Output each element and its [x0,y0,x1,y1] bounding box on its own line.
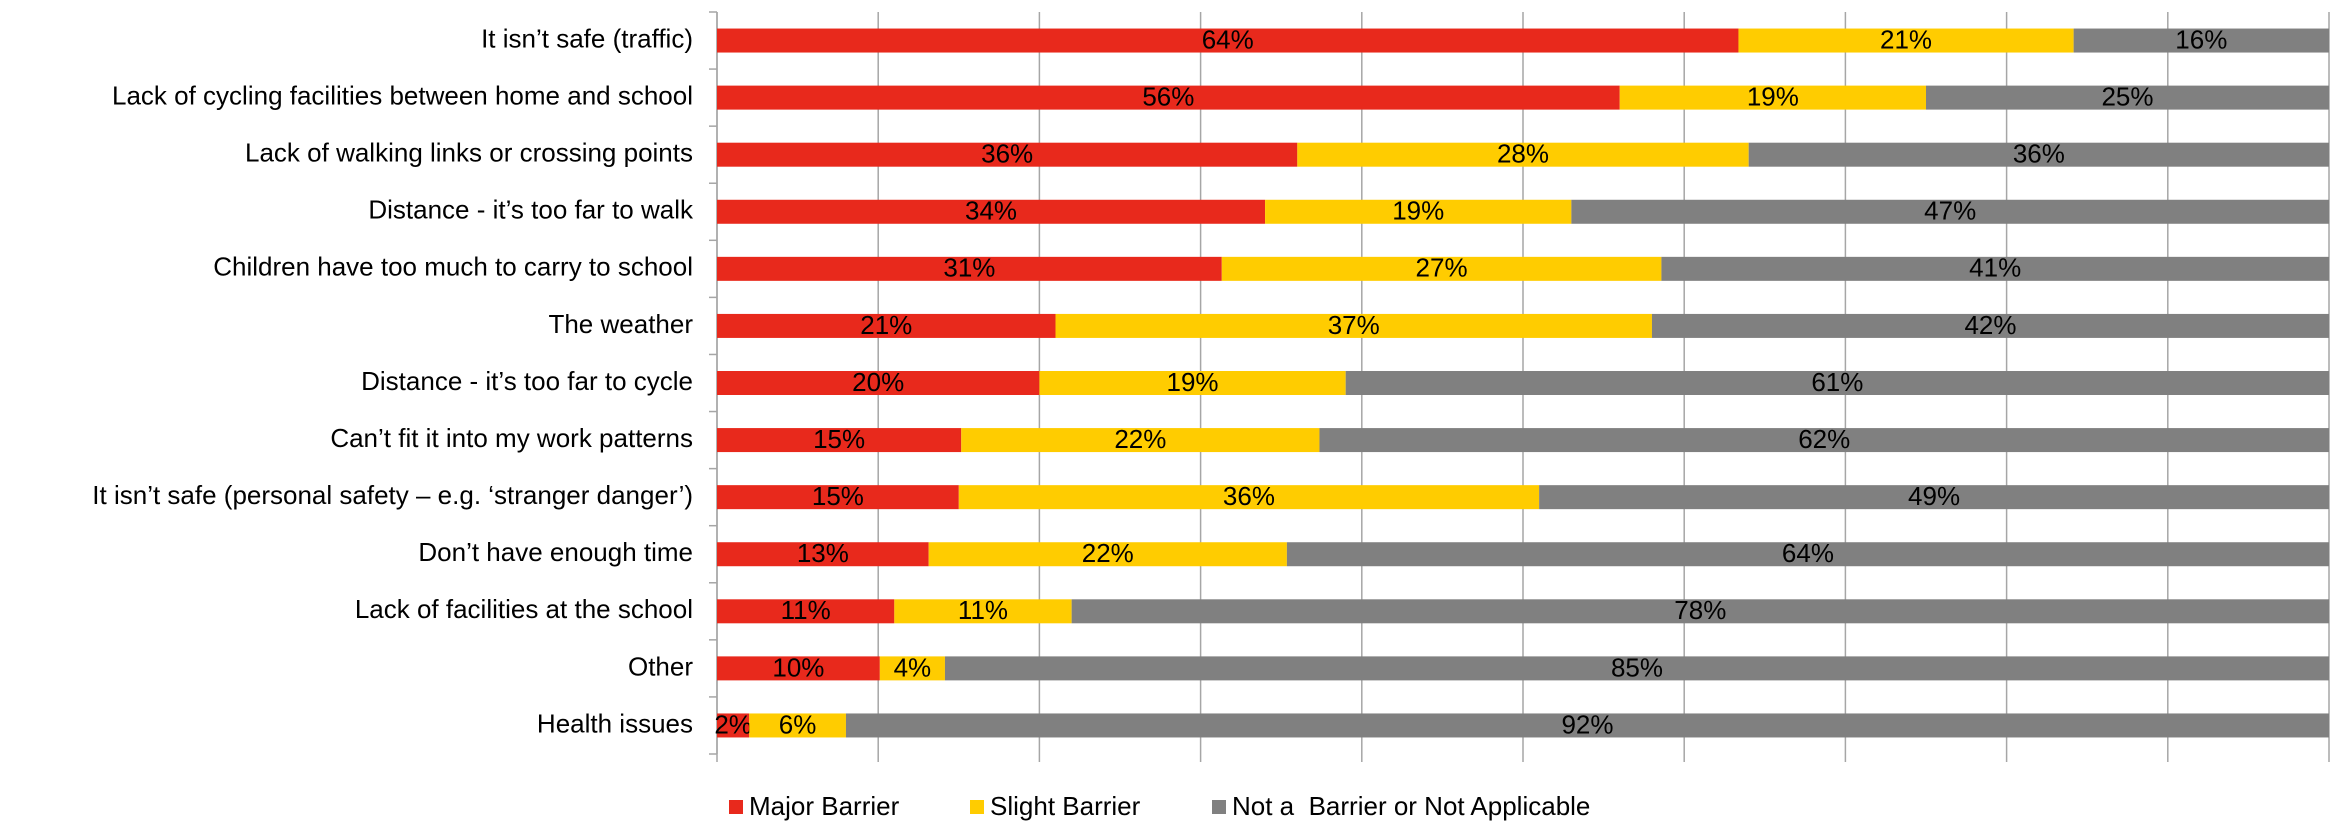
data-label: 19% [1392,196,1444,226]
data-label: 64% [1782,538,1834,568]
bar-segment [2073,28,2329,53]
legend-label: Major Barrier [749,791,900,821]
category-label: The weather [548,309,693,339]
data-label: 25% [2101,81,2153,111]
legend-label: Not a Barrier or Not Applicable [1232,791,1590,821]
data-label: 61% [1811,367,1863,397]
data-label: 85% [1611,652,1663,682]
data-label: 34% [965,196,1017,226]
bar-segment [717,599,895,624]
data-label: 19% [1747,81,1799,111]
data-label: 42% [1964,310,2016,340]
data-label: 4% [894,652,932,682]
bar-segment [717,256,1222,281]
data-label: 41% [1969,253,2021,283]
bar-segment [717,428,962,453]
data-label: 2% [714,709,752,739]
category-label: Lack of cycling facilities between home … [112,80,693,110]
data-label: 22% [1114,424,1166,454]
data-label: 16% [2175,24,2227,54]
bar-segment [1748,142,2329,167]
data-label: 20% [852,367,904,397]
data-label: 64% [1202,24,1254,54]
bar-segment [749,713,846,738]
data-label: 27% [1416,253,1468,283]
category-label: Other [628,651,693,681]
data-label: 49% [1908,481,1960,511]
bar-segment [1738,28,2074,53]
data-label: 11% [781,595,831,625]
data-label: 6% [779,709,817,739]
bar-segment [1071,599,2329,624]
category-label: It isn’t safe (traffic) [481,23,693,53]
data-label: 37% [1328,310,1380,340]
bar-segment [717,28,1739,53]
data-label: 15% [813,424,865,454]
legend-label: Slight Barrier [990,791,1141,821]
bar-segment [1539,485,2329,510]
data-label: 10% [772,652,824,682]
data-label: 21% [1880,24,1932,54]
data-label: 31% [943,253,995,283]
category-label: Lack of walking links or crossing points [245,138,693,168]
bar-segment [717,485,959,510]
data-label: 36% [2013,139,2065,169]
category-label: Children have too much to carry to schoo… [213,252,693,282]
data-label: 13% [797,538,849,568]
category-label: Lack of facilities at the school [355,594,693,624]
category-label: Don’t have enough time [418,537,693,567]
bar-segment [1319,428,2329,453]
category-label: Health issues [537,708,693,738]
bar-segment [944,656,2329,681]
bar-segment [717,656,880,681]
bar-segment [1265,199,1572,224]
bar-segment [717,85,1620,110]
data-label: 36% [1223,481,1275,511]
bar-segment [958,485,1540,510]
bar-segment [961,428,1320,453]
data-label: 15% [812,481,864,511]
data-label: 36% [981,139,1033,169]
bar-segment [1926,85,2329,110]
bar-segment [845,713,2330,738]
bar-segment [1661,256,2329,281]
legend-swatch [970,800,984,814]
bar-segment [717,142,1298,167]
bar-segment [1286,542,2329,567]
bar-segment [717,371,1040,395]
bar-segment [717,713,750,738]
bar-segment [1651,313,2329,338]
category-label: Distance - it’s too far to walk [368,195,694,225]
category-label: Can’t fit it into my work patterns [330,423,693,453]
bar-segment [1619,85,1926,110]
bar-segment [717,313,1056,338]
legend-swatch [1212,800,1226,814]
category-label: Distance - it’s too far to cycle [361,366,693,396]
bar-segment [1297,142,1749,167]
bar-segment [1221,256,1662,281]
bar-segment [717,199,1266,224]
bar-segment [1055,313,1652,338]
bar-segment [1571,199,2329,224]
bar-segment [717,542,929,567]
legend-swatch [729,800,743,814]
data-label: 78% [1674,595,1726,625]
data-label: 21% [860,310,912,340]
bar-segment [879,656,945,681]
data-label: 92% [1561,709,1613,739]
bar-segment [1039,371,1346,395]
bar-segment [928,542,1287,567]
data-label: 19% [1167,367,1219,397]
data-label: 56% [1142,81,1194,111]
bar-segment [1345,371,2329,395]
data-label: 47% [1924,196,1976,226]
data-label: 22% [1082,538,1134,568]
category-label: It isn’t safe (personal safety – e.g. ‘s… [92,480,693,510]
data-label: 28% [1497,139,1549,169]
data-label: 11% [958,595,1008,625]
data-label: 62% [1798,424,1850,454]
bar-segment [894,599,1072,624]
